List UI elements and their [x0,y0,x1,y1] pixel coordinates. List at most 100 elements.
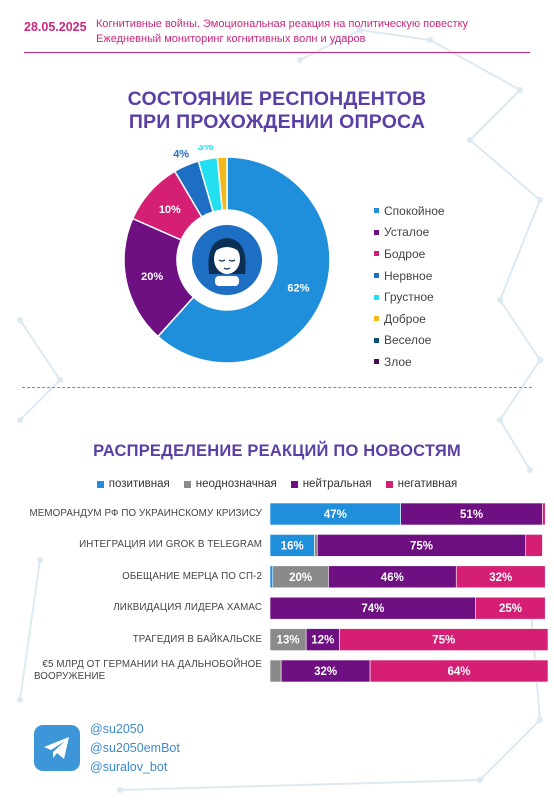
telegram-icon[interactable] [34,725,80,771]
network-node [37,557,43,563]
news-category-line: ЛИКВИДАЦИЯ ЛИДЕРА ХАМАС [113,602,262,614]
network-node [117,787,123,793]
header-divider [24,52,530,53]
legend-item: Веселое [374,330,445,352]
donut-data-label: 20% [141,271,163,283]
network-node [297,57,303,63]
network-link [299,29,361,61]
news-category-label: МЕМОРАНДУМ РФ ПО УКРАИНСКОМУ КРИЗИСУ [0,508,262,520]
news-category-label: ТРАГЕДИЯ В БАЙКАЛЬСКЕ [0,634,262,646]
bar-legend-label: позитивная [108,478,170,490]
news-category-line: МЕМОРАНДУМ РФ ПО УКРАИНСКОМУ КРИЗИСУ [29,508,262,519]
legend-label: Нервное [384,268,433,283]
network-link [19,559,41,701]
handle-link[interactable]: @su2050emBot [90,741,180,755]
report-date: 28.05.2025 [24,20,87,34]
donut-data-label: 4% [173,148,189,160]
network-link [499,359,541,421]
network-link [499,199,541,301]
bar-legend: позитивная неоднозначная нейтральная негати… [0,478,554,490]
handle-link[interactable]: @su2050 [90,722,144,736]
bar-legend-swatch [385,480,393,488]
legend-item: Доброе [374,308,445,330]
bar-legend-swatch [183,480,191,488]
mood-donut-chart: 62% 20% 10% 4% 3% [123,145,331,364]
network-link [119,779,481,791]
donut-slice [123,217,195,338]
legend-label: Бодрое [384,246,426,261]
legend-label: Доброе [384,311,426,326]
legend-label: Веселое [384,333,432,348]
network-node [537,717,543,723]
donut-slice [156,156,331,364]
legend-label: Усталое [384,225,430,240]
legend-item: Нервное [374,265,445,287]
legend-swatch [374,273,379,279]
network-node [477,777,483,783]
network-link [19,319,61,381]
bar-legend-swatch [290,480,298,488]
handle-link[interactable]: @suralov_bot [90,760,168,774]
network-node [537,197,543,203]
paper-plane-icon [44,737,69,759]
network-node [57,377,63,383]
bar-legend-label: неоднозначная [195,478,277,490]
legend-item: Спокойное [374,200,445,222]
news-category-label: ИНТЕГРАЦИЯ ИИ GROK В TELEGRAM [0,539,262,551]
legend-swatch [374,251,379,257]
network-node [17,317,23,323]
network-node [17,697,23,703]
network-link [359,29,431,41]
subtitle-line-1: Когнитивные войны. Эмоциональная реакция… [96,18,469,30]
donut-slice [216,156,228,212]
network-node [17,417,23,423]
news-category-line: €5 МЛРД ОТ ГЕРМАНИИ НА ДАЛЬНОБОЙНОЕ [42,659,262,670]
calm-face-icon [182,215,272,305]
legend-swatch [374,208,379,214]
network-link [19,379,61,421]
donut-data-label: 3% [197,145,213,153]
donut-title-line-1: СОСТОЯНИЕ РЕСПОНДЕНТОВ [127,88,427,110]
donut-chart-title: СОСТОЯНИЕ РЕСПОНДЕНТОВ ПРИ ПРОХОЖДЕНИИ О… [0,88,554,134]
bar-legend-label: негативная [397,478,458,490]
donut-legend: Спокойное Усталое Бодрое Нервное Грустное Доб… [374,200,445,373]
news-category-label: ОБЕЩАНИЕ МЕРЦА ПО СП-2 [0,571,262,583]
network-node [427,37,433,43]
network-node [357,27,363,33]
network-node [467,137,473,143]
network-link [469,89,521,141]
network-link [529,599,541,721]
report-subtitle: Когнитивные войны. Эмоциональная реакция… [96,17,468,46]
network-link [479,719,541,781]
legend-label: Спокойное [384,203,445,218]
legend-item: Усталое [374,222,445,244]
legend-item: Бодрое [374,243,445,265]
section-divider [22,387,532,388]
network-link [499,419,531,471]
network-link [429,39,521,91]
legend-item: Злое [374,351,445,373]
donut-title-line-2: ПРИ ПРОХОЖДЕНИИ ОПРОСА [128,111,426,133]
bar-legend-swatch [96,480,104,488]
legend-swatch [374,229,379,235]
legend-swatch [374,316,379,322]
network-node [497,297,503,303]
network-node [517,87,523,93]
network-link [469,139,541,201]
network-node [537,357,543,363]
network-node [527,597,533,603]
bar-legend-item: нейтральная [290,478,372,490]
legend-swatch [374,359,379,365]
legend-label: Грустное [384,290,434,305]
news-category-label: €5 МЛРД ОТ ГЕРМАНИИ НА ДАЛЬНОБОЙНОЕ ВООРУ… [0,659,262,683]
bar-chart-title: РАСПРЕДЕЛЕНИЕ РЕАКЦИЙ ПО НОВОСТЯМ [93,442,461,460]
news-category-line: ИНТЕГРАЦИЯ ИИ GROK В TELEGRAM [79,539,262,551]
network-link [499,299,541,361]
bar-legend-item: негативная [385,478,458,490]
news-category-line: ТРАГЕДИЯ В БАЙКАЛЬСКЕ [132,633,262,645]
legend-label: Злое [384,354,412,369]
legend-swatch [374,337,379,343]
network-node [497,417,503,423]
contact-handles: @su2050 @su2050emBot @suralov_bot [90,720,180,777]
